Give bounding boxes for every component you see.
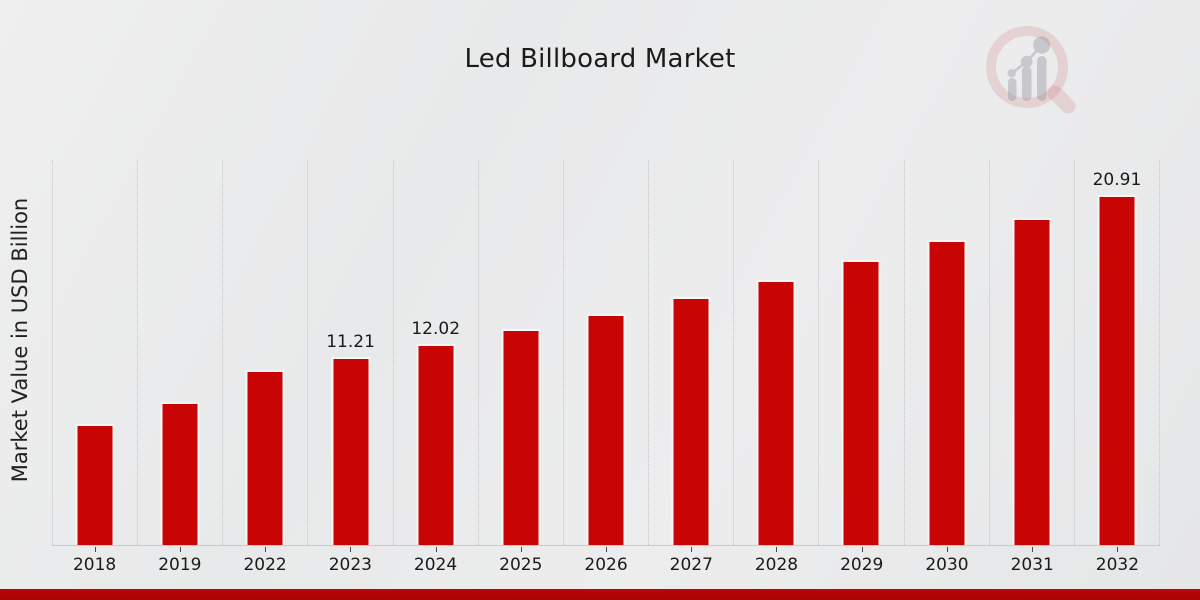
- x-tick: [435, 547, 437, 552]
- category-slot: [988, 160, 1074, 545]
- x-tick: [179, 547, 181, 552]
- x-axis: 2018 2019 2022 2023 2024 2025 2026 2027 2028 2029…: [52, 546, 1160, 580]
- x-tick-label: 2023: [328, 555, 372, 575]
- x-tick-label: 2022: [243, 555, 287, 575]
- x-tick: [691, 547, 693, 552]
- x-tick: [861, 547, 863, 552]
- magnifier-icon: [986, 26, 1076, 114]
- bar-2026: [586, 314, 626, 545]
- x-axis-slot: 2030: [904, 546, 989, 580]
- x-tick-label: 2032: [1095, 555, 1140, 575]
- bar-2022: [245, 370, 285, 545]
- plot-area: 11.21 12.02 20.91: [52, 160, 1161, 546]
- x-axis-slot: 2028: [734, 546, 819, 580]
- category-slot: [818, 160, 903, 545]
- category-slot: [903, 160, 989, 545]
- x-tick-label: 2030: [925, 555, 969, 575]
- chart-title: Led Billboard Market: [464, 44, 736, 74]
- bar-2032: [1097, 195, 1137, 545]
- x-tick: [606, 547, 608, 552]
- x-axis-slot: 2032: [1075, 546, 1160, 580]
- category-slot: [648, 160, 733, 545]
- category-slot: [477, 160, 563, 545]
- x-axis-slot: 2025: [478, 546, 563, 580]
- x-tick-label: 2019: [158, 555, 202, 575]
- x-tick-label: 2024: [413, 555, 458, 575]
- x-axis-slot: 2031: [990, 546, 1075, 580]
- x-axis-slot: 2029: [819, 546, 904, 580]
- x-tick: [1117, 547, 1119, 552]
- category-slot: [733, 160, 818, 545]
- brand-watermark-logo: [986, 26, 1076, 114]
- bar-2029: [841, 260, 881, 545]
- category-slot: 12.02: [392, 160, 478, 545]
- x-tick-label: 2029: [840, 555, 884, 575]
- x-axis-slot: 2023: [308, 546, 393, 580]
- category-slot: 20.91: [1073, 160, 1161, 545]
- x-tick: [520, 547, 522, 552]
- bar-value-label: 12.02: [411, 319, 461, 339]
- x-tick-label: 2026: [584, 555, 628, 575]
- bar-trend-icon: [1007, 36, 1051, 101]
- category-slot: [52, 160, 137, 545]
- x-axis-slot: 2022: [222, 546, 307, 580]
- x-tick-label: 2031: [1010, 555, 1054, 575]
- x-tick: [94, 547, 96, 552]
- category-slot: 11.21: [307, 160, 392, 545]
- bar-2027: [671, 297, 711, 545]
- category-slot: [222, 160, 307, 545]
- x-tick: [776, 547, 778, 552]
- category-slot: [562, 160, 648, 545]
- x-tick: [265, 547, 267, 552]
- x-tick-label: 2025: [499, 555, 543, 575]
- bar-2023: [331, 357, 371, 545]
- bar-2030: [927, 240, 967, 545]
- footer-accent-strip: [0, 589, 1200, 600]
- x-tick: [1032, 547, 1034, 552]
- category-slot: [137, 160, 222, 545]
- bar-2018: [75, 424, 115, 545]
- x-axis-slot: 2027: [649, 546, 734, 580]
- x-axis-slot: 2019: [137, 546, 222, 580]
- bar-2024: [416, 344, 456, 545]
- x-axis-slot: 2026: [563, 546, 648, 580]
- x-tick-label: 2028: [754, 555, 799, 575]
- x-tick-label: 2018: [72, 555, 117, 575]
- x-axis-slot: 2018: [52, 546, 137, 580]
- x-tick-label: 2027: [669, 555, 713, 575]
- bar-2025: [501, 329, 541, 545]
- x-tick: [946, 547, 948, 552]
- x-tick: [350, 547, 352, 552]
- bar-value-label: 11.21: [326, 332, 375, 352]
- bar-value-label: 20.91: [1092, 170, 1142, 190]
- bar-2028: [756, 280, 796, 545]
- x-axis-slot: 2024: [393, 546, 478, 580]
- bar-2031: [1012, 218, 1052, 545]
- bar-2019: [160, 402, 200, 545]
